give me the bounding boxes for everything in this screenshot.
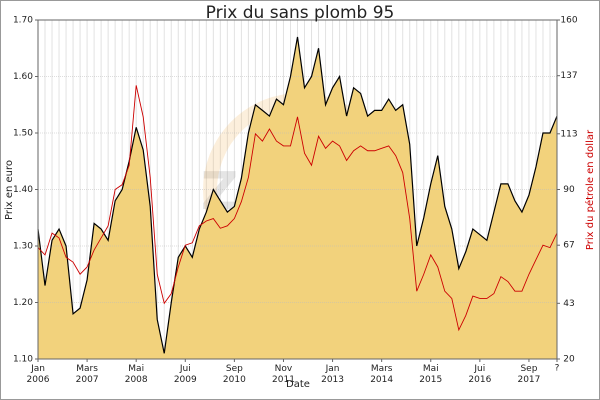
x-tick-label: Mars 2007	[76, 364, 99, 385]
y-axis-label: Prix en euro	[4, 160, 15, 220]
y-tick-label: 1.70	[13, 16, 33, 26]
x-tick-label: Jui 2009	[174, 364, 197, 385]
line	[37, 85, 558, 332]
x-tick-label: Jui 2016	[468, 364, 491, 385]
x-tick-label: Nov 2011	[272, 364, 295, 385]
y-tick-label: 1.50	[13, 129, 33, 139]
y2-tick-label: 160	[560, 16, 577, 26]
y-tick-label: 1.40	[13, 185, 33, 195]
x-axis-label: Date	[286, 379, 310, 390]
y2-tick-label: 43	[563, 299, 574, 309]
layer: ZAGAZ1.101.201.301.401.501.601.702043679…	[13, 16, 578, 385]
x-tick-label: Jan 2013	[321, 364, 344, 385]
y2-tick-label: 67	[563, 241, 574, 251]
y2-tick-label: 113	[560, 129, 577, 139]
y-tick-label: 1.30	[13, 242, 33, 252]
x-tick-label: Mai 2008	[125, 364, 148, 385]
y2-tick-label: 90	[563, 185, 575, 195]
chart-title: Prix du sans plomb 95	[206, 3, 395, 23]
y2-tick-label: 137	[560, 71, 577, 81]
x-tick-label: Sep 2010	[223, 364, 246, 385]
y-tick-label: 1.60	[13, 72, 33, 82]
area	[38, 36, 557, 359]
x-tick-label: Mai 2015	[419, 364, 442, 385]
x-tick-label: Jan 2006	[27, 364, 50, 385]
x-tick-label: Sep 2017	[517, 364, 540, 385]
y-tick-label: 1.10	[13, 355, 33, 365]
x-tick-label: ?	[555, 364, 560, 374]
y2-axis-label: Prix du pétrole en dollar	[584, 129, 596, 250]
x-tick-label: Mars 2014	[370, 364, 393, 385]
line	[37, 36, 558, 354]
y-tick-label: 1.20	[13, 298, 33, 308]
y2-tick-label: 20	[563, 355, 575, 365]
